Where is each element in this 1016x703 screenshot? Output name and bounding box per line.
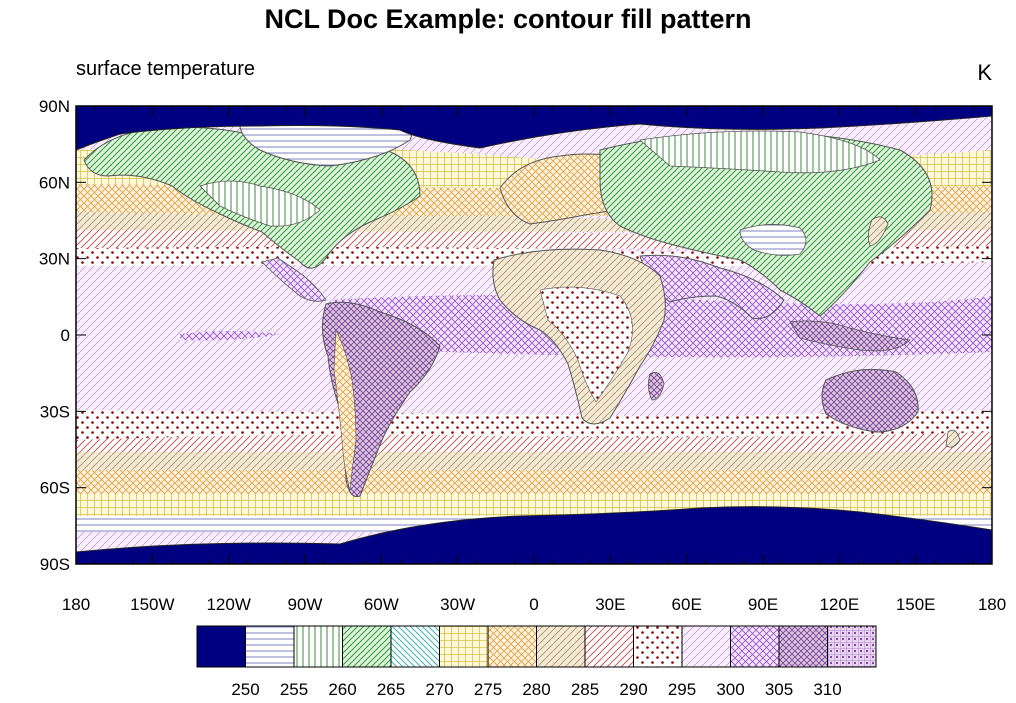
legend-box xyxy=(536,625,586,668)
lon-tick-label: 150E xyxy=(896,595,936,614)
landmass-maritime-continent xyxy=(789,320,911,352)
landmass-arabia-india xyxy=(639,254,785,320)
contour-band-southern-ocean-285 xyxy=(76,450,992,470)
legend-label: 295 xyxy=(668,680,696,699)
legend-label: 280 xyxy=(522,680,550,699)
landmass-south-america-andes xyxy=(333,328,357,491)
legend-label: 290 xyxy=(619,680,647,699)
lat-tick-label: 90N xyxy=(39,97,70,116)
lat-tick-label: 60S xyxy=(40,479,70,498)
lat-tick-label: 60N xyxy=(39,173,70,192)
lat-tick-label: 90S xyxy=(40,555,70,574)
legend-box xyxy=(487,625,537,668)
contour-band-pacific-305 xyxy=(180,331,280,341)
legend-label: 285 xyxy=(571,680,599,699)
left-string: surface temperature xyxy=(76,58,255,80)
map-plot-area xyxy=(76,106,992,564)
lon-tick-label: 180 xyxy=(62,595,90,614)
legend-label: 265 xyxy=(377,680,405,699)
lon-tick-label: 0 xyxy=(529,595,538,614)
legend-bar: 250 255 260 265 270 275 280 285 290 295 300 305 310 xyxy=(196,625,877,699)
lon-tick-label: 90W xyxy=(288,595,323,614)
legend-label: 300 xyxy=(716,680,744,699)
lon-tick-label: 120E xyxy=(819,595,859,614)
legend-box xyxy=(293,625,343,668)
landmass-tibetan-plateau xyxy=(739,224,807,256)
lat-tick-label: 30N xyxy=(39,250,70,269)
landmass-australia xyxy=(821,368,919,433)
legend-label: 270 xyxy=(425,680,453,699)
legend-label: 310 xyxy=(813,680,841,699)
legend-box xyxy=(827,625,877,668)
legend-label: 260 xyxy=(328,680,356,699)
axis-ticks xyxy=(75,105,993,565)
axis-tick-labels: 90N 60N 30N 0 30S 60S 90S 180 150W 120W 90W 60W 30W 0… xyxy=(39,97,1006,614)
lon-tick-label: 150W xyxy=(130,595,174,614)
legend-box xyxy=(439,625,489,668)
landmass-africa-core xyxy=(539,286,633,403)
lon-tick-label: 60W xyxy=(364,595,399,614)
legend-box xyxy=(390,625,440,668)
legend-label: 305 xyxy=(765,680,793,699)
legend-box xyxy=(584,625,634,668)
legend-label: 255 xyxy=(280,680,308,699)
legend-box xyxy=(342,625,392,668)
legend-label: 250 xyxy=(231,680,259,699)
lon-tick-label: 180 xyxy=(978,595,1006,614)
lat-tick-label: 30S xyxy=(40,402,70,421)
contour-band-southern-ocean-280 xyxy=(76,468,992,494)
antarctica-cold-region xyxy=(76,506,992,564)
landmass-japan xyxy=(868,216,889,247)
landmass-central-america xyxy=(261,257,327,302)
contour-band-southern-295 xyxy=(76,404,992,440)
lat-tick-label: 0 xyxy=(61,326,70,345)
chart-title: NCL Doc Example: contour fill pattern xyxy=(264,4,752,34)
legend-box xyxy=(196,625,246,668)
arctic-cold-region xyxy=(76,106,992,151)
lon-tick-label: 60E xyxy=(672,595,702,614)
legend-label: 275 xyxy=(474,680,502,699)
legend-box xyxy=(730,625,780,668)
lon-tick-label: 90E xyxy=(748,595,778,614)
landmass-madagascar xyxy=(648,371,665,401)
landmass-siberia xyxy=(639,130,881,174)
lon-tick-label: 120W xyxy=(206,595,250,614)
legend-box xyxy=(633,625,683,668)
landmass-new-zealand xyxy=(945,429,961,448)
landmass-north-america-interior xyxy=(199,180,321,227)
legend-box xyxy=(778,625,828,668)
units-label: K xyxy=(977,60,992,85)
legend-box xyxy=(245,625,295,668)
lon-tick-label: 30W xyxy=(440,595,475,614)
contour-band-south-300 xyxy=(76,367,992,415)
legend-box xyxy=(681,625,731,668)
lon-tick-label: 30E xyxy=(595,595,625,614)
